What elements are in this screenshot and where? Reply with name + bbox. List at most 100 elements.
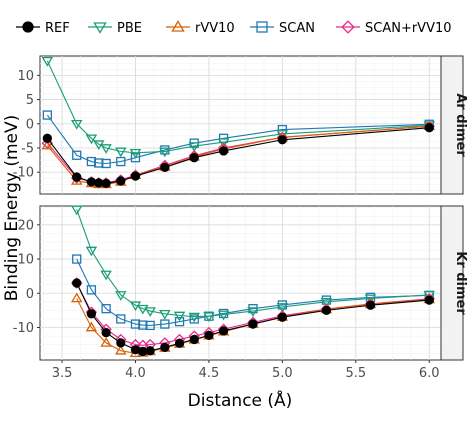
series-ref — [72, 278, 434, 357]
series-line-pbe — [76, 209, 430, 318]
series-line-pbe — [46, 60, 430, 154]
legend-label: SCAN+rVV10 — [365, 21, 452, 36]
x-tick-label: 3.5 — [52, 366, 73, 381]
data-point-pbe — [173, 311, 186, 322]
series-ref — [42, 123, 434, 188]
data-point-ref — [424, 123, 434, 133]
data-point-rvv10 — [100, 337, 112, 347]
data-point-pbe — [159, 147, 171, 158]
data-point-scan — [42, 110, 52, 120]
data-point-ref — [174, 338, 185, 348]
series-pbe — [70, 205, 435, 323]
data-point-ref — [130, 171, 141, 181]
data-point-pbe — [159, 309, 171, 320]
data-point-scan — [145, 320, 155, 331]
x-tick-label: 5.0 — [272, 366, 293, 381]
legend-item-rvv10: rVV10 — [166, 20, 235, 36]
series-line-scan — [76, 258, 430, 326]
data-point-ref — [160, 162, 170, 173]
legend-item-pbe: PBE — [88, 21, 142, 36]
data-point-scan — [101, 304, 111, 314]
data-point-ref — [116, 176, 126, 186]
series-group — [41, 56, 435, 189]
legend-key-marker — [256, 21, 268, 33]
data-point-ref — [218, 326, 229, 336]
data-point-scan — [116, 156, 126, 167]
data-point-ref — [248, 319, 258, 329]
data-point-ref — [204, 330, 214, 341]
y-axis-ticks: -10 0 10 20 — [13, 218, 40, 336]
data-point-pbe — [217, 310, 230, 321]
x-axis: 3.5 4.0 4.5 5.0 5.5 6.0 — [52, 360, 440, 381]
data-point-pbe — [100, 270, 112, 281]
data-point-ref — [116, 338, 126, 348]
data-point-ref — [277, 135, 288, 145]
data-point-scan — [130, 319, 141, 329]
data-point-pbe — [364, 294, 377, 305]
data-point-pbe — [320, 297, 333, 308]
data-point-ref — [86, 309, 97, 319]
x-tick-label: 4.5 — [199, 366, 220, 381]
data-point-scan — [138, 320, 148, 330]
data-point-ref — [218, 146, 229, 156]
x-tick-label: 4.0 — [125, 366, 146, 381]
data-point-pbe — [41, 56, 54, 67]
x-tick-label: 5.5 — [345, 366, 366, 381]
data-point-ref — [424, 295, 434, 305]
panel-frame — [39, 55, 442, 195]
data-point-pbe — [188, 142, 200, 152]
data-point-ref — [189, 153, 199, 163]
data-point-pbe — [144, 307, 156, 317]
data-point-scan — [116, 314, 126, 324]
strip-background — [440, 205, 464, 361]
data-point-pbe — [247, 307, 259, 317]
panel-ar-dimer: -10 -5 0 5 10 Ar dimer — [13, 55, 468, 195]
data-point-scan — [101, 158, 111, 169]
data-point-scan — [72, 254, 82, 264]
data-point-pbe — [85, 134, 98, 145]
legend-key-marker — [93, 22, 107, 34]
data-point-ref — [189, 334, 199, 345]
x-tick-label: 6.0 — [419, 366, 440, 381]
series-group — [70, 205, 435, 358]
data-point-scan — [72, 150, 82, 160]
strip-label: Kr dimer — [453, 251, 468, 315]
legend-item-ref: REF — [16, 21, 70, 36]
data-point-pbe — [203, 312, 215, 323]
data-point-pbe — [188, 312, 200, 323]
legend-key-marker — [22, 21, 34, 33]
data-point-scan — [189, 314, 199, 324]
data-point-rvv10 — [115, 344, 127, 355]
data-point-scan — [174, 317, 185, 327]
legend-key-marker — [171, 20, 185, 32]
data-point-scan — [160, 319, 170, 329]
y-tick-label: 0 — [26, 117, 34, 132]
legend-key-marker — [341, 20, 355, 34]
y-axis-ticks: -10 -5 0 5 10 — [13, 69, 40, 181]
data-point-pbe — [115, 291, 127, 301]
data-point-ref — [145, 346, 155, 356]
data-point-pbe — [129, 148, 142, 159]
y-axis-title: Binding Energy (meV) — [2, 115, 22, 301]
y-tick-label: 0 — [26, 287, 34, 302]
data-point-rvv10 — [70, 292, 83, 303]
y-tick-label: -10 — [13, 321, 34, 336]
data-point-scan — [86, 156, 97, 167]
data-point-ref — [101, 327, 111, 338]
data-point-ref — [277, 312, 288, 322]
data-point-pbe — [217, 138, 230, 149]
data-point-ref — [321, 305, 332, 316]
x-axis-title: Distance (Å) — [188, 389, 293, 411]
data-point-pbe — [70, 119, 83, 130]
data-point-scan — [86, 285, 97, 295]
series-line-scan — [46, 114, 430, 165]
data-point-ref — [72, 278, 82, 288]
data-point-ref — [130, 345, 141, 355]
strip-background — [440, 55, 464, 195]
legend: REF PBE rVV10 SCAN SCAN+rVV10 — [16, 20, 452, 36]
data-point-pbe — [115, 147, 127, 158]
data-point-pbe — [70, 205, 83, 216]
legend-label: REF — [45, 21, 70, 36]
y-tick-label: 5 — [26, 93, 34, 108]
